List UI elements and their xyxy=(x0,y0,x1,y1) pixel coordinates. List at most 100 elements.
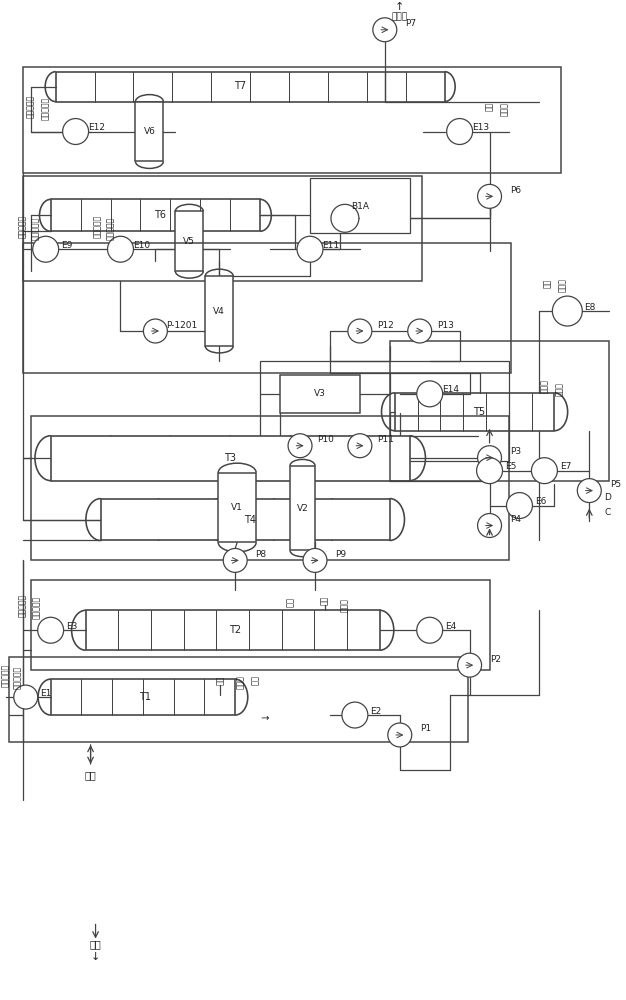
Circle shape xyxy=(478,514,501,537)
Text: T1: T1 xyxy=(140,692,151,702)
Bar xyxy=(9,657,468,742)
Text: ↓: ↓ xyxy=(260,711,270,719)
Text: E6: E6 xyxy=(535,497,546,506)
Text: E3: E3 xyxy=(66,622,77,631)
Text: 废水: 废水 xyxy=(90,939,101,949)
Text: E7: E7 xyxy=(560,462,571,471)
Text: V1: V1 xyxy=(231,503,243,512)
Bar xyxy=(395,393,555,431)
Text: 净化水: 净化水 xyxy=(392,12,408,21)
Text: E5: E5 xyxy=(505,462,516,471)
Bar xyxy=(218,473,256,542)
Bar xyxy=(31,580,490,670)
Circle shape xyxy=(552,296,582,326)
Bar xyxy=(101,499,390,540)
Bar xyxy=(86,610,380,650)
Bar xyxy=(390,341,609,481)
Text: 冷却水回水: 冷却水回水 xyxy=(26,95,35,118)
Text: P8: P8 xyxy=(255,550,267,559)
Circle shape xyxy=(478,184,501,208)
Circle shape xyxy=(143,319,167,343)
Circle shape xyxy=(331,204,359,232)
Circle shape xyxy=(531,458,557,484)
Text: 冷却水上水: 冷却水上水 xyxy=(41,97,50,120)
Circle shape xyxy=(373,18,397,42)
Text: P1: P1 xyxy=(420,724,431,733)
Bar xyxy=(51,679,235,715)
Text: 蒸汽: 蒸汽 xyxy=(543,279,552,288)
Text: 蒸汽: 蒸汽 xyxy=(285,597,295,607)
Text: B1A: B1A xyxy=(351,202,369,211)
Text: 冷却水回水: 冷却水回水 xyxy=(1,664,10,687)
Text: 冷却水上水: 冷却水上水 xyxy=(32,596,41,619)
Text: 废水: 废水 xyxy=(85,770,96,780)
Text: P2: P2 xyxy=(490,655,501,664)
Text: E2: E2 xyxy=(370,707,381,716)
Text: T2: T2 xyxy=(229,625,241,635)
Text: V5: V5 xyxy=(183,237,195,246)
Text: T5: T5 xyxy=(473,407,486,417)
Text: P12: P12 xyxy=(377,321,394,330)
Bar xyxy=(280,375,360,413)
Text: 冷却水上水: 冷却水上水 xyxy=(31,217,40,240)
Circle shape xyxy=(476,458,503,484)
Text: 冷却水回水: 冷却水回水 xyxy=(18,594,28,617)
Circle shape xyxy=(348,319,372,343)
Text: 蒸汽: 蒸汽 xyxy=(250,675,260,685)
Text: 冷却水上水: 冷却水上水 xyxy=(13,666,23,689)
Text: T7: T7 xyxy=(234,81,246,91)
Circle shape xyxy=(288,434,312,458)
Text: V3: V3 xyxy=(314,389,326,398)
Text: ↑: ↑ xyxy=(395,2,404,12)
Circle shape xyxy=(447,119,473,144)
Text: 冷却水回水: 冷却水回水 xyxy=(93,215,102,238)
Circle shape xyxy=(223,548,247,572)
Text: P11: P11 xyxy=(377,435,394,444)
Text: E14: E14 xyxy=(442,385,459,394)
Text: E9: E9 xyxy=(61,241,73,250)
Text: 冷却水上水: 冷却水上水 xyxy=(106,217,115,240)
Circle shape xyxy=(348,434,372,458)
Circle shape xyxy=(458,653,481,677)
Circle shape xyxy=(14,685,38,709)
Text: ↓: ↓ xyxy=(91,952,100,962)
Text: 蒸汽: 蒸汽 xyxy=(216,675,225,685)
Text: P6: P6 xyxy=(510,186,521,195)
Text: C: C xyxy=(604,508,610,517)
Text: 蒸汽: 蒸汽 xyxy=(321,596,329,605)
Text: 冷凝水: 冷凝水 xyxy=(235,675,245,689)
Circle shape xyxy=(33,236,59,262)
Text: P9: P9 xyxy=(336,550,347,559)
Circle shape xyxy=(303,548,327,572)
Text: 萃余水: 萃余水 xyxy=(555,382,564,396)
Text: 冷凝水: 冷凝水 xyxy=(500,102,509,116)
Text: P4: P4 xyxy=(510,515,521,524)
Circle shape xyxy=(297,236,323,262)
Circle shape xyxy=(577,479,601,503)
Circle shape xyxy=(63,119,88,144)
Bar xyxy=(51,199,260,231)
Text: T4: T4 xyxy=(244,515,256,525)
Text: E12: E12 xyxy=(88,123,105,132)
Text: P5: P5 xyxy=(610,480,621,489)
Text: 冷凝水: 冷凝水 xyxy=(558,278,567,292)
Circle shape xyxy=(417,381,443,407)
Bar xyxy=(135,102,163,161)
Circle shape xyxy=(506,493,533,519)
Circle shape xyxy=(38,617,64,643)
Circle shape xyxy=(408,319,432,343)
Bar xyxy=(51,436,410,481)
Circle shape xyxy=(417,617,443,643)
Text: T6: T6 xyxy=(155,210,167,220)
Text: E13: E13 xyxy=(472,123,489,132)
Bar xyxy=(175,211,203,271)
Text: P7: P7 xyxy=(405,19,416,28)
Text: P-1201: P-1201 xyxy=(166,321,197,330)
Text: E1: E1 xyxy=(40,689,51,698)
Bar xyxy=(260,361,510,461)
Text: P13: P13 xyxy=(437,321,454,330)
Bar xyxy=(310,178,410,233)
Bar xyxy=(23,243,511,373)
Text: P10: P10 xyxy=(317,435,334,444)
Text: 冷却水回水: 冷却水回水 xyxy=(18,215,28,238)
